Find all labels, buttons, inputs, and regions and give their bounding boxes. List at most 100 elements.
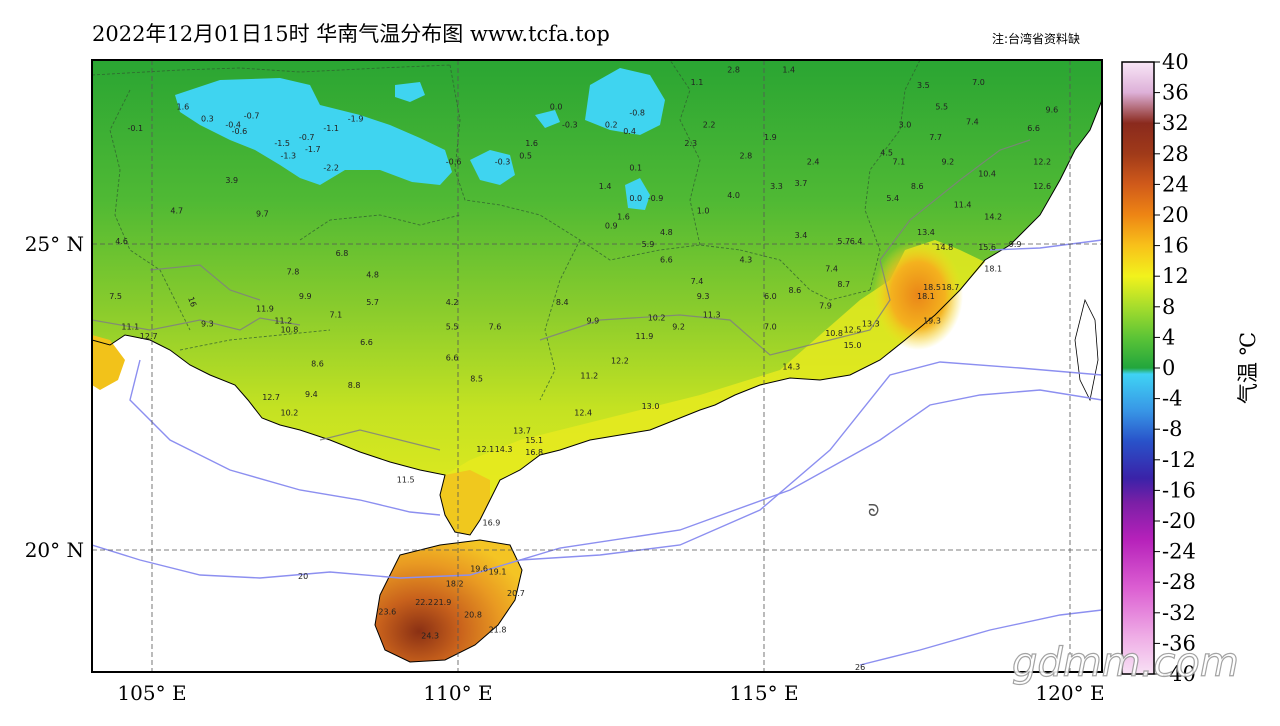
fujian-hot-spot: [873, 240, 963, 350]
colorbar-tick-label: -12: [1162, 448, 1196, 472]
station-value: 5.4: [886, 194, 899, 203]
station-value: 3.0: [899, 121, 912, 130]
colorbar-tick-label: 24: [1162, 172, 1189, 196]
station-value: 13.7: [513, 427, 531, 436]
colorbar-tick-label: 12: [1162, 264, 1189, 288]
station-value: 7.1: [330, 310, 343, 319]
station-value: 20.8: [464, 610, 482, 619]
station-value: 11.2: [580, 372, 598, 381]
colorbar-scale: [1121, 61, 1155, 675]
land-isotherms: [92, 139, 1031, 451]
colorbar-tick-label: -16: [1162, 478, 1196, 502]
station-value: 6.8: [336, 249, 349, 258]
x-tick-115: 115° E: [729, 681, 798, 705]
station-value: 0.1: [629, 164, 642, 173]
station-value: 14.8: [935, 243, 953, 252]
station-value: 5.5: [446, 323, 459, 332]
data-note: 注:台湾省资料缺: [992, 32, 1081, 46]
station-value: 12.5: [844, 326, 862, 335]
isotherm-lines: [92, 239, 1102, 666]
station-value: 9.6: [1046, 105, 1059, 114]
station-value: 9.4: [305, 390, 318, 399]
station-value: 5.9: [642, 240, 655, 249]
colorbar-tick-label: -4: [1162, 387, 1182, 411]
station-value: 3.4: [795, 231, 808, 240]
colorbar-tick-label: -36: [1162, 631, 1196, 655]
station-value: 13.3: [862, 320, 880, 329]
station-value: -0.7: [299, 133, 315, 142]
station-value: 7.4: [825, 265, 838, 274]
station-value: 7.0: [972, 78, 985, 87]
station-value: 7.6: [489, 323, 502, 332]
station-value: -0.6: [446, 157, 462, 166]
station-value: 4.7: [170, 206, 183, 215]
station-value: 23.6: [378, 607, 396, 616]
station-value: -1.9: [348, 115, 364, 124]
station-value: 12.2: [1033, 157, 1051, 166]
station-value: 12.7: [140, 332, 158, 341]
station-value: 4.6: [115, 237, 128, 246]
cold-patch-jiangxi-north: [585, 68, 665, 135]
station-value: -0.3: [562, 121, 578, 130]
station-value: 2.3: [684, 139, 697, 148]
station-value: -0.9: [648, 194, 664, 203]
colorbar-tick-label: 28: [1162, 142, 1189, 166]
station-value: 2.2: [703, 121, 716, 130]
station-value: 1.6: [177, 102, 190, 111]
station-value: 21.9: [434, 598, 452, 607]
cold-patch-small-2: [535, 110, 560, 128]
contour-label-20: 20: [298, 572, 308, 581]
station-value: 5.5: [935, 102, 948, 111]
station-value: 1.1: [691, 78, 704, 87]
colorbar-ticks: 4036322824201612840-4-8-12-16-20-24-28-3…: [1154, 50, 1196, 686]
station-value: 14.3: [782, 363, 800, 372]
station-value: 12.2: [611, 356, 629, 365]
x-tick-110: 110° E: [423, 681, 492, 705]
colorbar-label: 气温 ℃: [1236, 332, 1260, 404]
station-value: 11.4: [954, 200, 972, 209]
station-value: 0.2: [605, 121, 618, 130]
station-value: 11.9: [636, 332, 654, 341]
colorbar-tick-label: -20: [1162, 509, 1196, 533]
station-value: 3.5: [917, 81, 930, 90]
station-value: 8.7: [837, 280, 850, 289]
colorbar-tick-label: 36: [1162, 81, 1189, 105]
station-value: 10.4: [978, 170, 996, 179]
station-value: -0.1: [128, 124, 144, 133]
station-value: 5.7: [366, 298, 379, 307]
station-value: 6.0: [764, 292, 777, 301]
station-value: 11.1: [121, 323, 139, 332]
station-value: -1.7: [305, 145, 321, 154]
station-value: 22.2: [415, 598, 433, 607]
station-value: 19.6: [470, 564, 488, 573]
station-value: -2.2: [323, 164, 339, 173]
station-value: 7.5: [109, 292, 122, 301]
typhoon-icon: ᘐ: [868, 501, 879, 520]
station-value: 2.8: [727, 66, 740, 75]
station-value: 9.9: [1009, 240, 1022, 249]
station-value: 6.6: [1027, 124, 1040, 133]
station-value: 6.4: [850, 237, 863, 246]
station-value: 12.1: [476, 445, 494, 454]
station-value: 15.0: [844, 341, 862, 350]
mainland-land: [92, 60, 1102, 525]
y-tick-25: 25° N: [25, 232, 84, 256]
station-values: -0.11.60.3-0.4-0.7-0.6-1.5-1.3-1.7-0.7-1…: [109, 66, 1058, 641]
map-frame: [91, 59, 1103, 673]
station-value: 3.3: [770, 182, 783, 191]
station-value: -1.5: [274, 139, 290, 148]
station-value: -0.4: [225, 121, 241, 130]
contour-label-16: 16: [186, 296, 198, 309]
station-value: 6.6: [446, 353, 459, 362]
station-value: 4.8: [366, 271, 379, 280]
station-value: -1.3: [281, 151, 297, 160]
station-value: 1.6: [525, 139, 538, 148]
colorbar-tick-label: 0: [1162, 356, 1175, 380]
station-value: 18.1: [917, 292, 935, 301]
station-value: 14.2: [984, 213, 1002, 222]
colorbar-tick-label: 16: [1162, 234, 1189, 258]
station-value: 8.6: [911, 182, 924, 191]
y-axis-labels: 25° N 20° N: [25, 232, 84, 562]
station-value: 0.5: [519, 151, 532, 160]
station-value: 10.8: [281, 326, 299, 335]
